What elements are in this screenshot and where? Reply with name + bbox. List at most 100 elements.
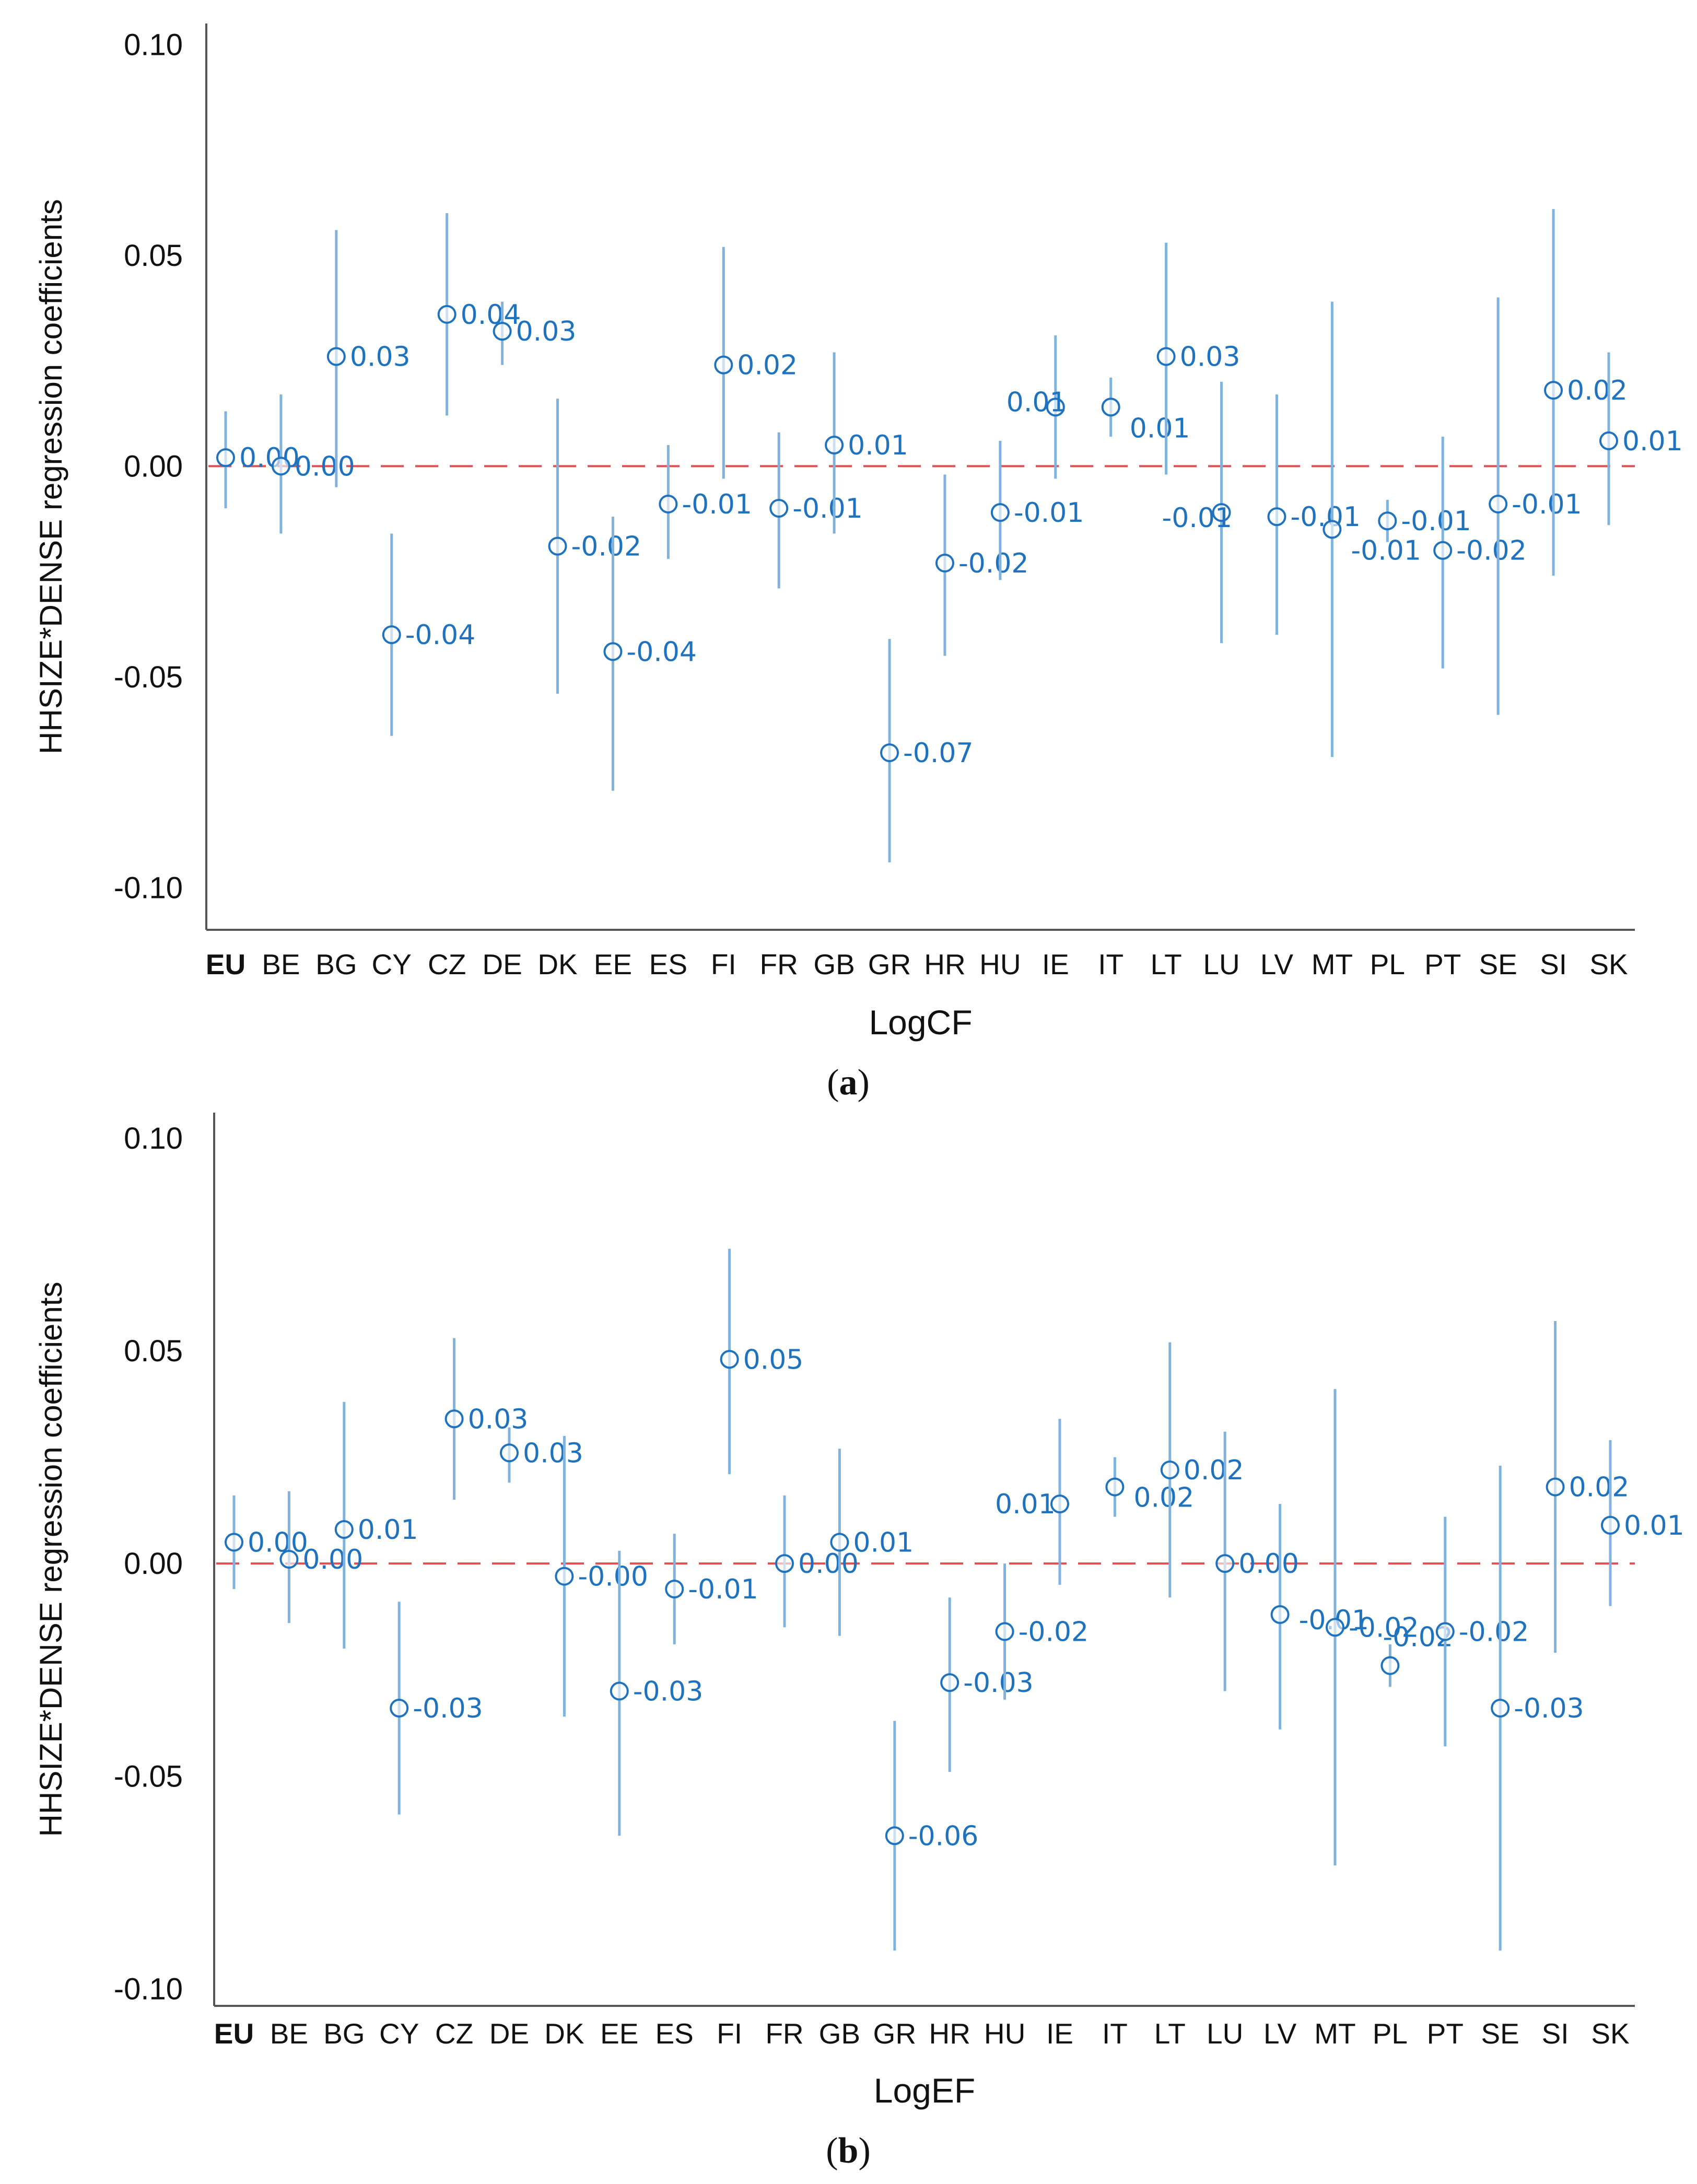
- data-label-MT: -0.01: [1351, 535, 1421, 566]
- point-IE: [1046, 398, 1065, 417]
- x-tick-label-FI: FI: [717, 2017, 742, 2050]
- data-label-LT: 0.03: [1180, 342, 1240, 373]
- data-label-GB: 0.01: [853, 1527, 914, 1558]
- data-label-SE: -0.01: [1512, 489, 1582, 520]
- x-axis-title: LogEF: [874, 2071, 975, 2110]
- point-DK: [548, 536, 567, 556]
- data-label-BG: 0.03: [350, 342, 411, 373]
- point-ES: [665, 1580, 684, 1598]
- data-label-CZ: 0.04: [461, 299, 521, 331]
- x-tick-label-PT: PT: [1427, 2017, 1464, 2050]
- x-tick-label-LU: LU: [1207, 2017, 1243, 2050]
- point-BG: [334, 1520, 354, 1539]
- x-tick-label-MT: MT: [1314, 2017, 1355, 2050]
- panel-caption: (a): [827, 1062, 870, 1103]
- data-label-EE: -0.03: [633, 1676, 704, 1707]
- x-tick-label-SI: SI: [1540, 948, 1567, 980]
- y-tick-label: -0.10: [114, 871, 183, 905]
- data-label-PL: -0.01: [1401, 506, 1471, 537]
- point-GR: [880, 743, 899, 763]
- x-tick-label-DK: DK: [537, 948, 578, 980]
- point-CY: [382, 625, 401, 645]
- data-label-ES: -0.01: [688, 1574, 758, 1605]
- data-label-IE: 0.01: [1007, 387, 1067, 418]
- point-EE: [603, 642, 623, 661]
- point-PL: [1380, 1656, 1400, 1675]
- point-PT: [1433, 541, 1453, 560]
- x-tick-label-CZ: CZ: [435, 2017, 473, 2050]
- point-DE: [500, 1443, 519, 1463]
- point-PL: [1378, 511, 1397, 531]
- x-tick-label-GR: GR: [868, 948, 911, 980]
- point-MT: [1323, 520, 1342, 539]
- x-tick-label-PT: PT: [1424, 948, 1461, 980]
- x-axis-title: LogCF: [869, 1003, 972, 1042]
- x-tick-label-FR: FR: [760, 948, 798, 980]
- x-tick-label-GB: GB: [819, 2017, 860, 2050]
- x-tick-label-ES: ES: [656, 2017, 694, 2050]
- panel-caption: (b): [826, 2131, 871, 2171]
- y-tick-label: 0.10: [124, 1122, 183, 1155]
- x-tick-label-LV: LV: [1260, 948, 1294, 980]
- x-tick-label-LV: LV: [1263, 2017, 1297, 2050]
- point-SI: [1544, 381, 1563, 400]
- data-label-DE: 0.03: [523, 1438, 583, 1469]
- y-axis-title: HHSIZE*DENSE regression coefficients: [33, 1282, 68, 1837]
- data-label-HU: -0.01: [1014, 497, 1084, 529]
- data-label-ES: -0.01: [682, 489, 752, 520]
- y-tick-label: 0.00: [124, 449, 183, 483]
- data-label-LT: 0.02: [1184, 1455, 1244, 1486]
- x-tick-label-LT: LT: [1151, 948, 1182, 980]
- point-SK: [1599, 431, 1618, 450]
- x-tick-label-SI: SI: [1542, 2017, 1569, 2050]
- chart-panel-a: 0.10 0.05 0.00 -0.05 -0.10 0.00 EU 0.00 BE 0.03 BG…: [33, 24, 1683, 1103]
- data-label-FI: 0.02: [737, 350, 798, 381]
- data-label-GB: 0.01: [848, 430, 908, 461]
- point-SI: [1546, 1477, 1565, 1497]
- x-tick-label-HU: HU: [984, 2017, 1025, 2050]
- x-tick-label-EU: EU: [206, 948, 245, 980]
- data-label-SI: 0.02: [1567, 375, 1628, 406]
- x-tick-label-EE: EE: [600, 2017, 638, 2050]
- y-axis-title: HHSIZE*DENSE regression coefficients: [33, 199, 68, 754]
- point-HR: [935, 553, 954, 573]
- point-EU: [216, 448, 235, 468]
- y-tick-label: -0.05: [114, 1759, 183, 1793]
- x-tick-label-IE: IE: [1042, 948, 1069, 980]
- data-label-DK: -0.02: [571, 531, 642, 563]
- point-HU: [990, 503, 1010, 522]
- x-tick-label-CY: CY: [379, 2017, 419, 2050]
- chart-panel-b: 0.10 0.05 0.00 -0.05 -0.10 0.00 EU 0.00 BE 0.01 BG…: [33, 1113, 1684, 2171]
- x-tick-label-GB: GB: [813, 948, 855, 980]
- point-PT: [1435, 1622, 1455, 1641]
- point-DK: [555, 1567, 574, 1586]
- x-tick-label-FR: FR: [765, 2017, 803, 2050]
- point-FR: [769, 499, 789, 518]
- x-tick-label-HU: HU: [979, 948, 1021, 980]
- y-tick-label: -0.10: [114, 1972, 183, 2006]
- point-LT: [1156, 347, 1176, 366]
- x-tick-label-PL: PL: [1373, 2017, 1408, 2050]
- data-label-EE: -0.04: [626, 636, 697, 668]
- data-label-EU: 0.00: [248, 1527, 308, 1558]
- point-BE: [279, 1550, 299, 1569]
- x-tick-label-PL: PL: [1370, 948, 1405, 980]
- x-tick-label-SK: SK: [1589, 948, 1628, 980]
- point-GR: [885, 1826, 904, 1846]
- point-HU: [995, 1622, 1014, 1641]
- point-IT: [1105, 1477, 1125, 1497]
- x-tick-label-CY: CY: [372, 948, 412, 980]
- point-LU: [1212, 503, 1231, 522]
- point-FI: [714, 355, 733, 375]
- data-label-FI: 0.05: [743, 1344, 804, 1375]
- point-IT: [1101, 398, 1120, 417]
- x-tick-label-BE: BE: [270, 2017, 308, 2050]
- data-label-BE: 0.00: [302, 1544, 363, 1575]
- point-MT: [1326, 1618, 1344, 1637]
- y-tick-label: 0.05: [124, 239, 183, 273]
- data-label-HU: -0.02: [1019, 1616, 1089, 1648]
- data-label-FR: -0.01: [792, 493, 863, 524]
- x-tick-label-HR: HR: [929, 2017, 970, 2050]
- x-tick-label-IE: IE: [1046, 2017, 1073, 2050]
